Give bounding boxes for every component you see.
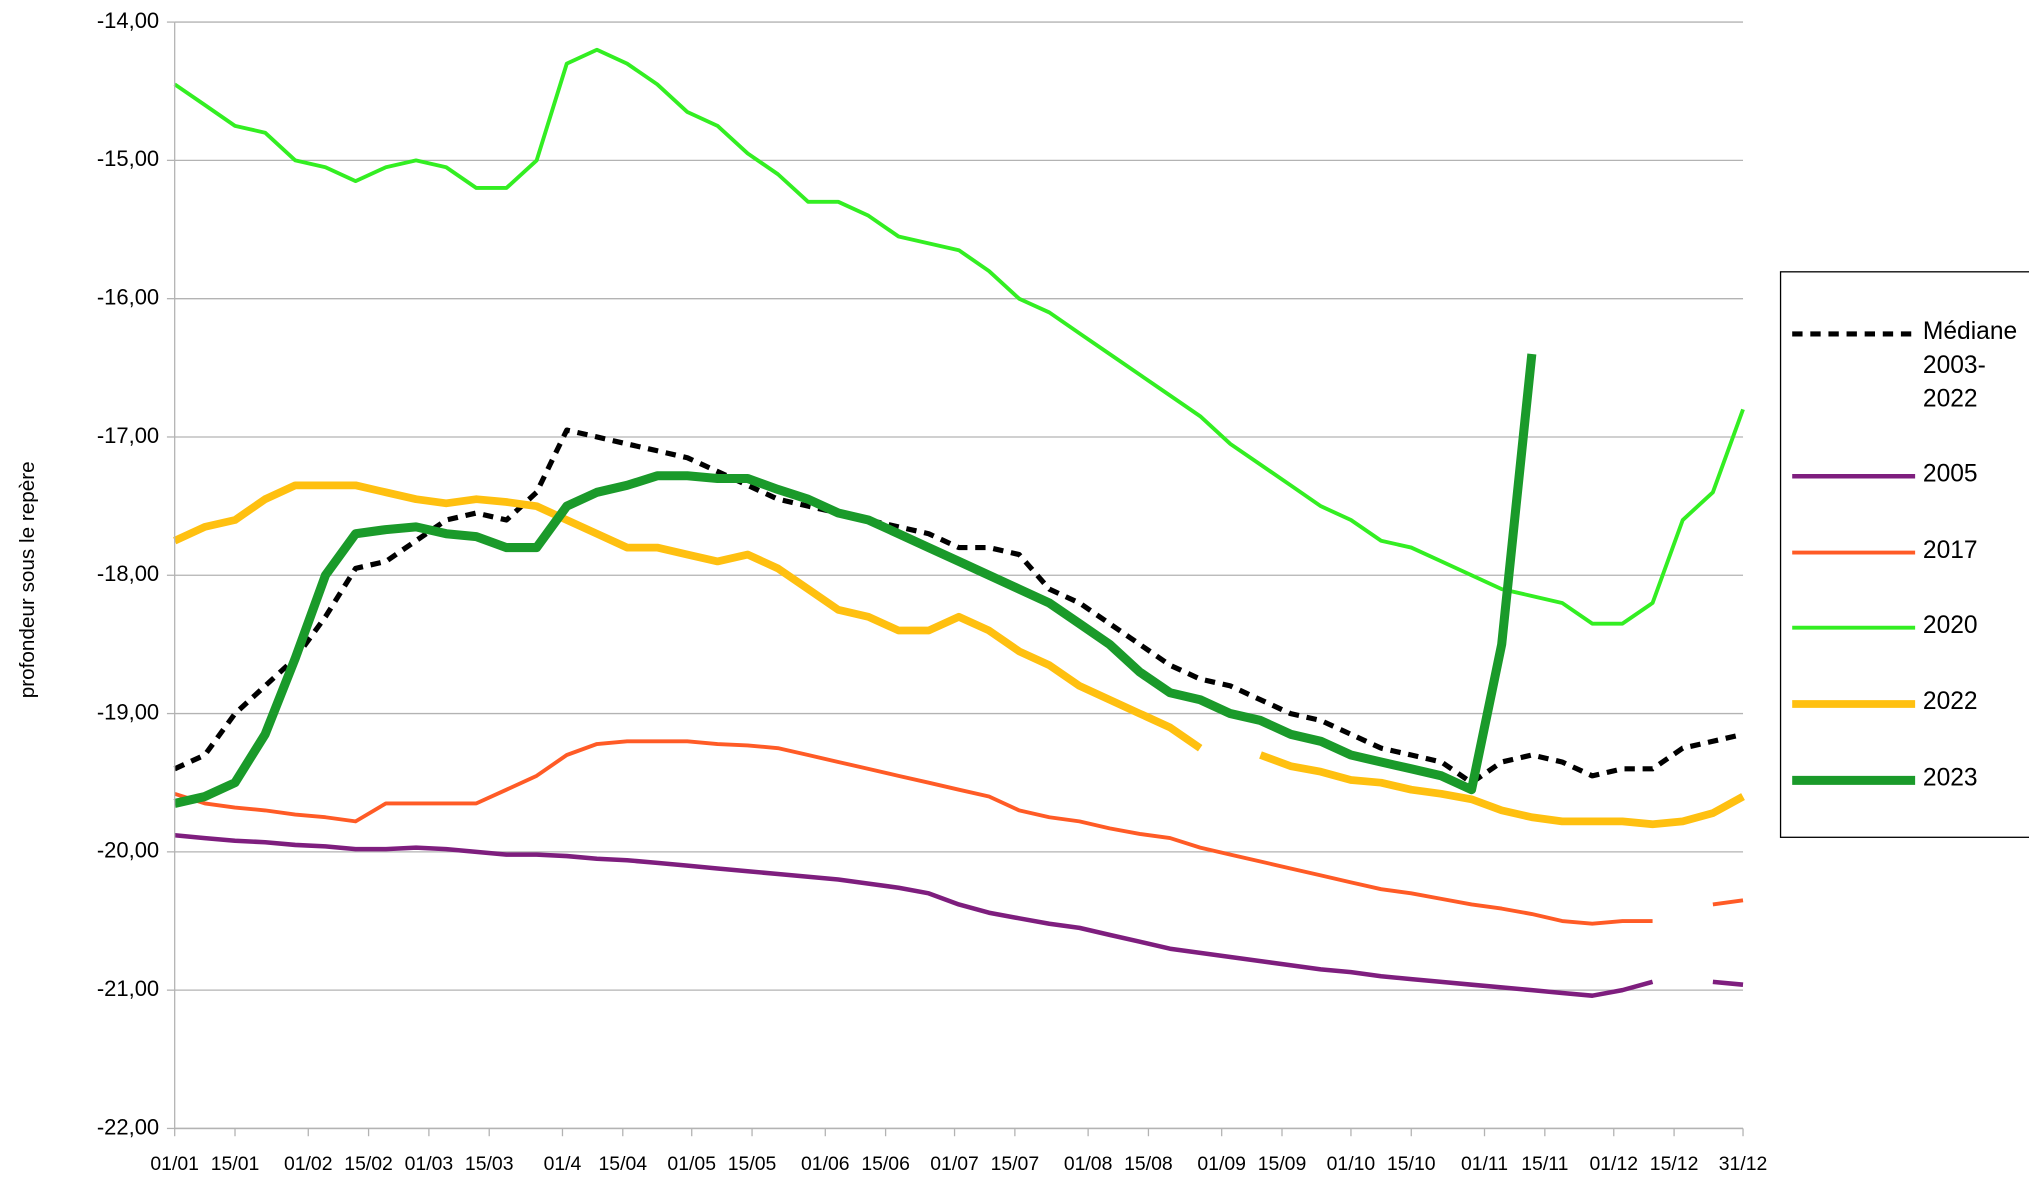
x-tick-label: 15/02: [344, 1153, 393, 1175]
x-tick-label: 15/06: [861, 1153, 910, 1175]
series-line: [174, 832, 1744, 998]
legend-label: Médiane 2003-2022: [1922, 318, 2018, 413]
y-tick-label: -16,00: [97, 284, 159, 309]
axes: -22,00 -21,00 -20,00 -19,00 -18,00 -17,00 -16,…: [97, 8, 1767, 1175]
x-tick-label: 01/07: [930, 1153, 979, 1175]
grid: [174, 21, 1744, 1130]
x-tick-label: 15/09: [1258, 1153, 1307, 1175]
legend: Médiane 2003-2022 2005 2017 2020 2022 2023: [1792, 318, 2018, 793]
x-tick-label: 01/4: [544, 1153, 582, 1175]
x-tick-label: 31/12: [1719, 1153, 1768, 1175]
y-tick-label: -14,00: [97, 8, 159, 33]
x-tick-label: 01/03: [405, 1153, 454, 1175]
x-tick-label: 01/08: [1064, 1153, 1113, 1175]
x-tick-label: 15/08: [1124, 1153, 1173, 1175]
legend-label-box: 2017: [1922, 537, 1978, 565]
x-tick-label: 15/11: [1521, 1153, 1568, 1175]
x-tick-label: 15/05: [728, 1153, 777, 1175]
x-tick-label: 01/05: [667, 1153, 716, 1175]
legend-box: [1779, 271, 2029, 838]
plot-lines: [173, 47, 1745, 998]
series-line: [173, 47, 1745, 626]
x-tick-label: 01/09: [1197, 1153, 1246, 1175]
x-tick-label: 01/12: [1589, 1153, 1638, 1175]
y-tick-label: -17,00: [97, 423, 159, 448]
legend-label-box: 2020: [1922, 612, 1978, 640]
x-tick-label: 01/10: [1327, 1153, 1376, 1175]
x-tick-label: 15/04: [598, 1153, 647, 1175]
y-tick-label: -21,00: [97, 976, 159, 1001]
x-tick-label: 15/07: [991, 1153, 1040, 1175]
legend-label: 2020: [1922, 612, 1978, 640]
x-tick-label: 01/01: [150, 1153, 199, 1175]
y-tick-label: -15,00: [97, 146, 159, 171]
x-tick-label: 01/06: [801, 1153, 850, 1175]
y-axis-label: profondeur sous le repère: [16, 461, 39, 698]
legend-label: 2022: [1922, 688, 1978, 716]
x-tick-label: 01/11: [1461, 1153, 1508, 1175]
series-line: [174, 739, 1744, 926]
legend-label-box: 2022: [1922, 688, 1978, 716]
x-tick-label: 01/02: [284, 1153, 333, 1175]
series-line: [173, 353, 1537, 808]
legend-label-box: 2023: [1922, 764, 1978, 793]
y-tick-label: -19,00: [97, 699, 159, 724]
legend-label: 2017: [1922, 537, 1978, 565]
y-tick-label: -18,00: [97, 561, 159, 586]
legend-label-box: 2005: [1922, 460, 1978, 488]
x-tick-label: 15/10: [1387, 1153, 1436, 1175]
y-tick-label: -20,00: [97, 838, 159, 863]
x-tick-label: 15/12: [1650, 1153, 1699, 1175]
y-tick-label: -22,00: [97, 1114, 159, 1139]
legend-label: 2023: [1922, 764, 1978, 793]
series-line: [173, 481, 1745, 829]
legend-label-box: Médiane 2003-2022: [1922, 318, 2018, 413]
x-tick-label: 15/03: [465, 1153, 514, 1175]
legend-label: 2005: [1922, 460, 1978, 488]
x-tick-label: 15/01: [211, 1153, 260, 1175]
